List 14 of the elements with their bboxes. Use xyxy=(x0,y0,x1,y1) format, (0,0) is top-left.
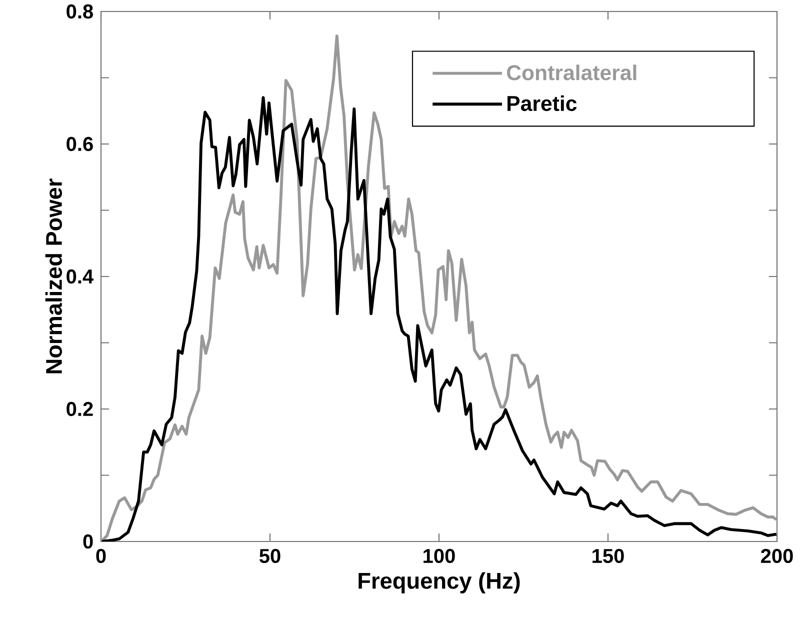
y-axis-title: Normalized Power xyxy=(45,178,62,374)
legend-label: Contralateral xyxy=(506,64,636,81)
y-tick-label: 0.4 xyxy=(66,270,94,284)
x-tick-label: 0 xyxy=(96,549,106,564)
y-tick-label: 0.8 xyxy=(66,4,93,19)
y-tick-label: 0.6 xyxy=(66,137,93,152)
y-tick-label: 0 xyxy=(83,534,93,549)
legend-label: Paretic xyxy=(508,96,577,112)
x-tick-label: 50 xyxy=(259,549,280,564)
x-axis-title: Frequency (Hz) xyxy=(358,572,520,594)
y-tick-label: 0.2 xyxy=(66,402,93,416)
x-tick-label: 200 xyxy=(761,549,793,564)
x-tick-label: 150 xyxy=(592,549,624,564)
x-tick-label: 100 xyxy=(424,549,455,564)
